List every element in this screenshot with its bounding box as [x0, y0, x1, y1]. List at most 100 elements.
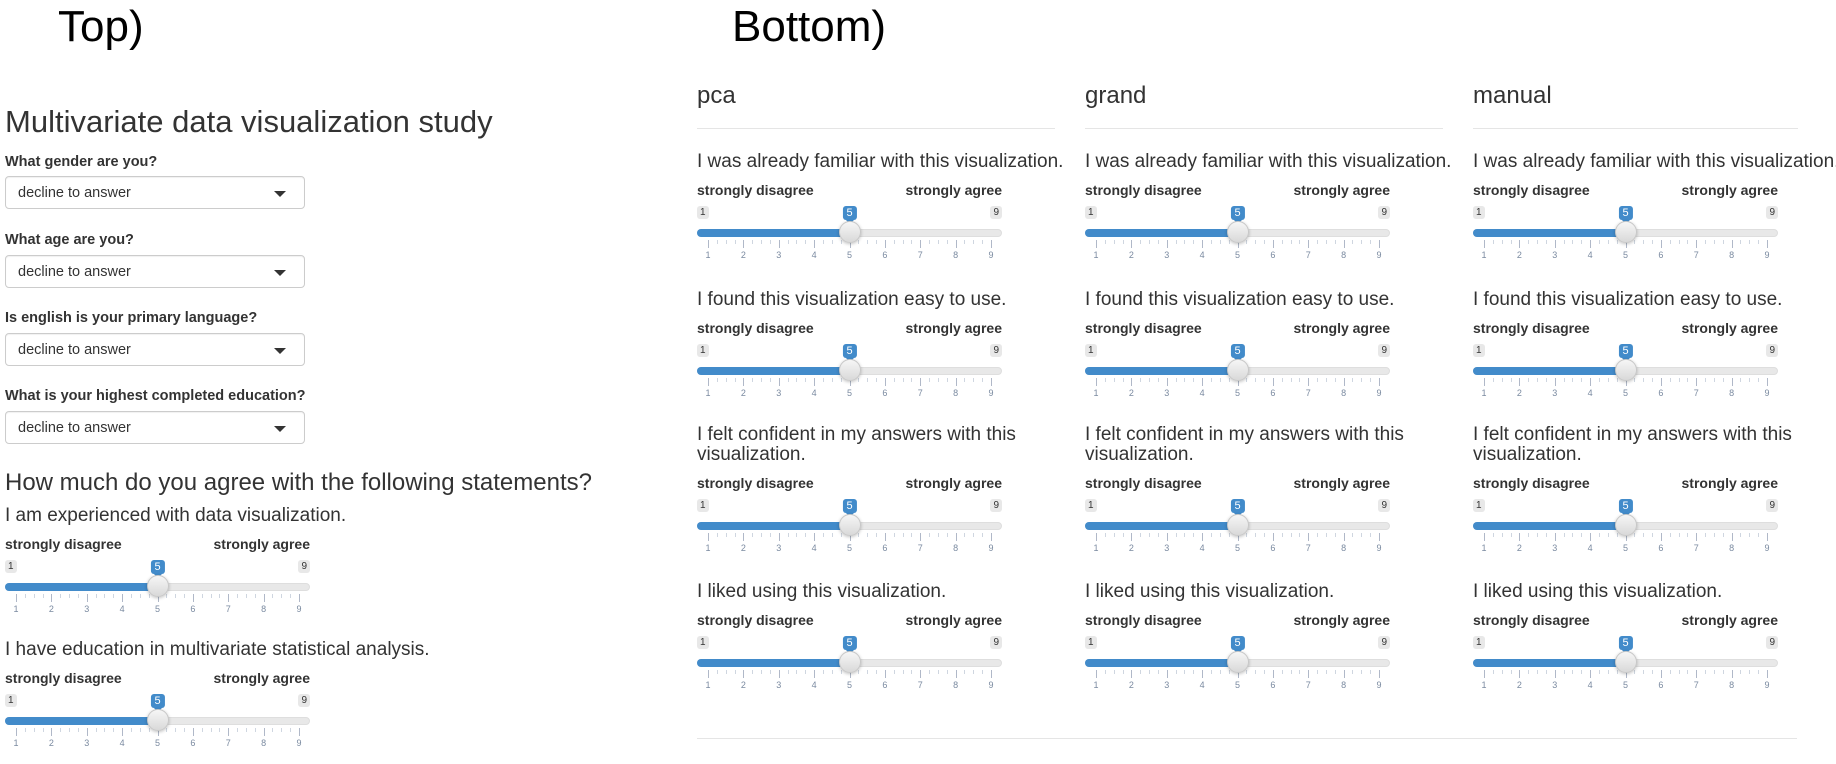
slider-tick-label: 1 — [13, 738, 19, 748]
slider-tick-label: 4 — [1587, 388, 1593, 398]
slider-tick-minor — [1334, 670, 1336, 674]
slider-tick-label: 8 — [1729, 680, 1735, 690]
slider-tick-major — [157, 594, 159, 602]
slider-tick-minor — [1572, 378, 1574, 382]
slider-handle[interactable] — [1614, 514, 1637, 536]
slider-tick-minor — [769, 378, 771, 382]
rating-slider[interactable]: strongly disagree strongly agree 1 9 1 2 3 4 5 6 7… — [1085, 469, 1390, 569]
rating-slider[interactable]: strongly disagree strongly agree 1 9 1 2 3 4 5 6 7… — [5, 664, 310, 764]
slider-tick-minor — [725, 670, 727, 674]
rating-slider[interactable]: strongly disagree strongly agree 1 9 1 2 3 4 5 6 7… — [1473, 176, 1778, 276]
rating-slider[interactable]: strongly disagree strongly agree 1 9 1 2 3 4 5 6 7… — [1473, 469, 1778, 569]
slider-tick-minor — [1492, 533, 1494, 537]
rating-slider[interactable]: strongly disagree strongly agree 1 9 1 2 3 4 5 6 7… — [697, 606, 1002, 706]
slider-tick-minor — [281, 728, 283, 732]
slider-max-badge: 9 — [1378, 206, 1390, 219]
slider-tick-minor — [1246, 670, 1248, 674]
question-text: I found this visualization easy to use. — [697, 289, 1007, 310]
rating-slider[interactable]: strongly disagree strongly agree 1 9 1 2 3 4 5 6 7… — [1085, 314, 1390, 414]
slider-tick-label: 1 — [1093, 543, 1099, 553]
slider-tick-major — [920, 533, 922, 541]
slider-handle[interactable] — [1226, 359, 1249, 381]
slider-tick-label: 9 — [1764, 250, 1770, 260]
slider-handle[interactable] — [838, 359, 861, 381]
question-text: I felt confident in my answers with this… — [1473, 424, 1792, 465]
slider-tick-minor — [1157, 378, 1159, 382]
age-select[interactable]: decline to answer — [5, 255, 305, 288]
slider-tick-label: 8 — [953, 250, 959, 260]
slider-tick-major — [1308, 533, 1310, 541]
slider-tick-minor — [867, 378, 869, 382]
slider-tick-label: 3 — [1164, 388, 1170, 398]
slider-tick-minor — [716, 670, 718, 674]
slider-tick-minor — [1104, 378, 1106, 382]
slider-tick-minor — [1581, 533, 1583, 537]
rating-slider[interactable]: strongly disagree strongly agree 1 9 1 2 3 4 5 6 7… — [697, 469, 1002, 569]
slider-tick-major — [1519, 240, 1521, 248]
language-select-value: decline to answer — [18, 342, 131, 358]
slider-tick-minor — [1501, 670, 1503, 674]
slider-tick-label: 7 — [1693, 680, 1699, 690]
slider-tick-minor — [840, 240, 842, 244]
slider-tick-minor — [752, 670, 754, 674]
slider-handle[interactable] — [1226, 221, 1249, 243]
slider-left-label: strongly disagree — [697, 182, 814, 198]
slider-tick-minor — [1598, 533, 1600, 537]
slider-right-label: strongly agree — [1293, 475, 1390, 491]
education-select[interactable]: decline to answer — [5, 411, 305, 444]
slider-tick-minor — [1149, 240, 1151, 244]
slider-tick-label: 6 — [1270, 250, 1276, 260]
question-pca-3: I felt confident in my answers with this… — [697, 425, 1067, 569]
slider-handle[interactable] — [1226, 651, 1249, 673]
slider-tick-label: 1 — [1481, 388, 1487, 398]
panel-label-top: Top) — [58, 2, 144, 51]
slider-tick-major — [1590, 240, 1592, 248]
chevron-down-icon — [274, 270, 286, 276]
slider-tick-minor — [1678, 378, 1680, 382]
slider-tick-minor — [1228, 533, 1230, 537]
slider-handle[interactable] — [146, 709, 169, 731]
slider-tick-minor — [982, 533, 984, 537]
slider-tick-minor — [1361, 378, 1363, 382]
slider-tick-minor — [1299, 240, 1301, 244]
rating-slider[interactable]: strongly disagree strongly agree 1 9 1 2 3 4 5 6 7… — [1473, 606, 1778, 706]
slider-tick-label: 4 — [1199, 388, 1205, 398]
slider-tick-minor — [1634, 670, 1636, 674]
slider-tick-minor — [1537, 670, 1539, 674]
slider-tick-minor — [946, 533, 948, 537]
slider-tick-minor — [1290, 378, 1292, 382]
slider-tick-minor — [840, 670, 842, 674]
rating-slider[interactable]: strongly disagree strongly agree 1 9 1 2 3 4 5 6 7… — [697, 176, 1002, 276]
slider-tick-major — [1731, 533, 1733, 541]
slider-handle[interactable] — [1614, 221, 1637, 243]
slider-handle[interactable] — [1226, 514, 1249, 536]
slider-left-label: strongly disagree — [1473, 612, 1590, 628]
rating-slider[interactable]: strongly disagree strongly agree 1 9 1 2 3 4 5 6 7… — [697, 314, 1002, 414]
slider-handle[interactable] — [838, 514, 861, 536]
slider-tick-minor — [1598, 240, 1600, 244]
slider-tick-minor — [1687, 378, 1689, 382]
slider-tick-label: 4 — [1199, 250, 1205, 260]
rating-slider[interactable]: strongly disagree strongly agree 1 9 1 2 3 4 5 6 7… — [1085, 606, 1390, 706]
rating-slider[interactable]: strongly disagree strongly agree 1 9 1 2 3 4 5 6 7… — [1473, 314, 1778, 414]
slider-value-badge: 5 — [150, 694, 165, 712]
slider-tick-label: 4 — [1199, 680, 1205, 690]
slider-tick-label: 5 — [154, 738, 161, 748]
slider-tick-minor — [1705, 240, 1707, 244]
slider-handle[interactable] — [1614, 651, 1637, 673]
slider-handle[interactable] — [838, 651, 861, 673]
rating-slider[interactable]: strongly disagree strongly agree 1 9 1 2 3 4 5 6 7… — [1085, 176, 1390, 276]
slider-tick-label: 6 — [882, 543, 888, 553]
rating-slider[interactable]: strongly disagree strongly agree 1 9 1 2 3 4 5 6 7… — [5, 530, 310, 630]
slider-handle[interactable] — [146, 575, 169, 597]
slider-tick-minor — [1334, 533, 1336, 537]
slider-tick-minor — [1264, 670, 1266, 674]
slider-handle[interactable] — [838, 221, 861, 243]
slider-tick-label: 5 — [1622, 388, 1629, 398]
slider-handle[interactable] — [1614, 359, 1637, 381]
slider-tick-label: 4 — [811, 250, 817, 260]
question-manual-2: I found this visualization easy to use. s… — [1473, 290, 1836, 414]
gender-select[interactable]: decline to answer — [5, 176, 305, 209]
language-select[interactable]: decline to answer — [5, 333, 305, 366]
slider-tick-label: 4 — [811, 543, 817, 553]
